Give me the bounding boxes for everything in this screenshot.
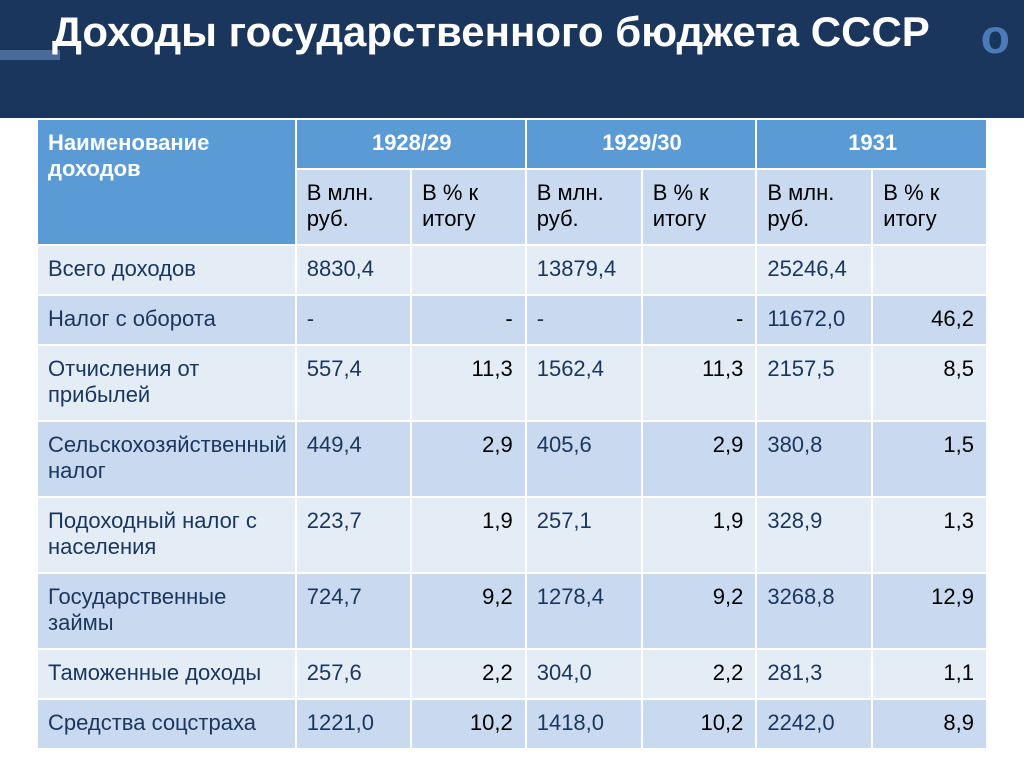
cell-pct: 12,9 <box>872 573 987 649</box>
cell-value: 223,7 <box>296 497 411 573</box>
cell-value: 13879,4 <box>526 245 642 295</box>
sub-rub-2: В млн. руб. <box>756 169 872 245</box>
table-row: Государственные займы724,79,21278,49,232… <box>37 573 987 649</box>
cell-value: 557,4 <box>296 345 411 421</box>
row-label: Подоходный налог с населения <box>37 497 296 573</box>
cell-value: 380,8 <box>756 421 872 497</box>
row-label: Всего доходов <box>37 245 296 295</box>
cell-value: 1278,4 <box>526 573 642 649</box>
cell-pct: 8,9 <box>872 699 987 749</box>
table-row: Налог с оборота----11672,046,2 <box>37 295 987 345</box>
cell-value: 8830,4 <box>296 245 411 295</box>
cell-value: 257,1 <box>526 497 642 573</box>
cell-value: 2157,5 <box>756 345 872 421</box>
cell-pct: 1,9 <box>642 497 757 573</box>
cell-pct: - <box>642 295 757 345</box>
budget-table: Наименование доходов 1928/29 1929/30 193… <box>36 118 988 750</box>
cell-pct <box>411 245 526 295</box>
decor-stripe <box>0 50 60 60</box>
cell-value: 25246,4 <box>756 245 872 295</box>
cell-pct <box>642 245 757 295</box>
cell-value: 304,0 <box>526 649 642 699</box>
cell-pct: 2,2 <box>411 649 526 699</box>
table-row: Средства соцстраха1221,010,21418,010,222… <box>37 699 987 749</box>
cell-pct: 10,2 <box>642 699 757 749</box>
cell-pct: 1,9 <box>411 497 526 573</box>
budget-table-wrap: Наименование доходов 1928/29 1929/30 193… <box>36 118 988 767</box>
cell-value: - <box>296 295 411 345</box>
sub-pct-0: В % к итогу <box>411 169 526 245</box>
cell-pct: - <box>411 295 526 345</box>
cell-pct: 8,5 <box>872 345 987 421</box>
cell-value: 257,6 <box>296 649 411 699</box>
decor-o-icon: о <box>981 10 1010 65</box>
col-period-1: 1929/30 <box>526 119 757 169</box>
table-row: Таможенные доходы257,62,2304,02,2281,31,… <box>37 649 987 699</box>
table-row: Всего доходов8830,4 13879,4 25246,4 <box>37 245 987 295</box>
sub-rub-1: В млн. руб. <box>526 169 642 245</box>
cell-pct: 10,2 <box>411 699 526 749</box>
cell-value: - <box>526 295 642 345</box>
cell-pct: 9,2 <box>411 573 526 649</box>
row-label: Налог с оборота <box>37 295 296 345</box>
cell-pct: 2,9 <box>411 421 526 497</box>
col-name-header: Наименование доходов <box>37 119 296 245</box>
cell-value: 2242,0 <box>756 699 872 749</box>
sub-pct-1: В % к итогу <box>642 169 757 245</box>
cell-value: 724,7 <box>296 573 411 649</box>
cell-value: 281,3 <box>756 649 872 699</box>
cell-pct <box>872 245 987 295</box>
row-label: Отчисления от прибылей <box>37 345 296 421</box>
row-label: Средства соцстраха <box>37 699 296 749</box>
cell-pct: 1,1 <box>872 649 987 699</box>
cell-value: 1562,4 <box>526 345 642 421</box>
cell-pct: 9,2 <box>642 573 757 649</box>
col-period-2: 1931 <box>756 119 987 169</box>
cell-value: 1221,0 <box>296 699 411 749</box>
row-label: Сельскохозяйственный налог <box>37 421 296 497</box>
cell-pct: 11,3 <box>642 345 757 421</box>
cell-pct: 11,3 <box>411 345 526 421</box>
slide-title: Доходы государственного бюджета СССР <box>52 6 930 59</box>
table-body: Всего доходов8830,413879,425246,4Налог с… <box>37 245 987 749</box>
cell-pct: 2,2 <box>642 649 757 699</box>
table-row: Отчисления от прибылей557,411,31562,411,… <box>37 345 987 421</box>
table-row: Подоходный налог с населения223,71,9257,… <box>37 497 987 573</box>
cell-pct: 1,5 <box>872 421 987 497</box>
cell-value: 11672,0 <box>756 295 872 345</box>
cell-value: 1418,0 <box>526 699 642 749</box>
sub-pct-2: В % к итогу <box>872 169 987 245</box>
row-label: Государственные займы <box>37 573 296 649</box>
cell-pct: 2,9 <box>642 421 757 497</box>
col-period-0: 1928/29 <box>296 119 526 169</box>
cell-value: 328,9 <box>756 497 872 573</box>
table-row: Сельскохозяйственный налог449,42,9405,62… <box>37 421 987 497</box>
cell-pct: 46,2 <box>872 295 987 345</box>
row-label: Таможенные доходы <box>37 649 296 699</box>
cell-value: 3268,8 <box>756 573 872 649</box>
cell-value: 449,4 <box>296 421 411 497</box>
sub-rub-0: В млн. руб. <box>296 169 411 245</box>
cell-value: 405,6 <box>526 421 642 497</box>
cell-pct: 1,3 <box>872 497 987 573</box>
